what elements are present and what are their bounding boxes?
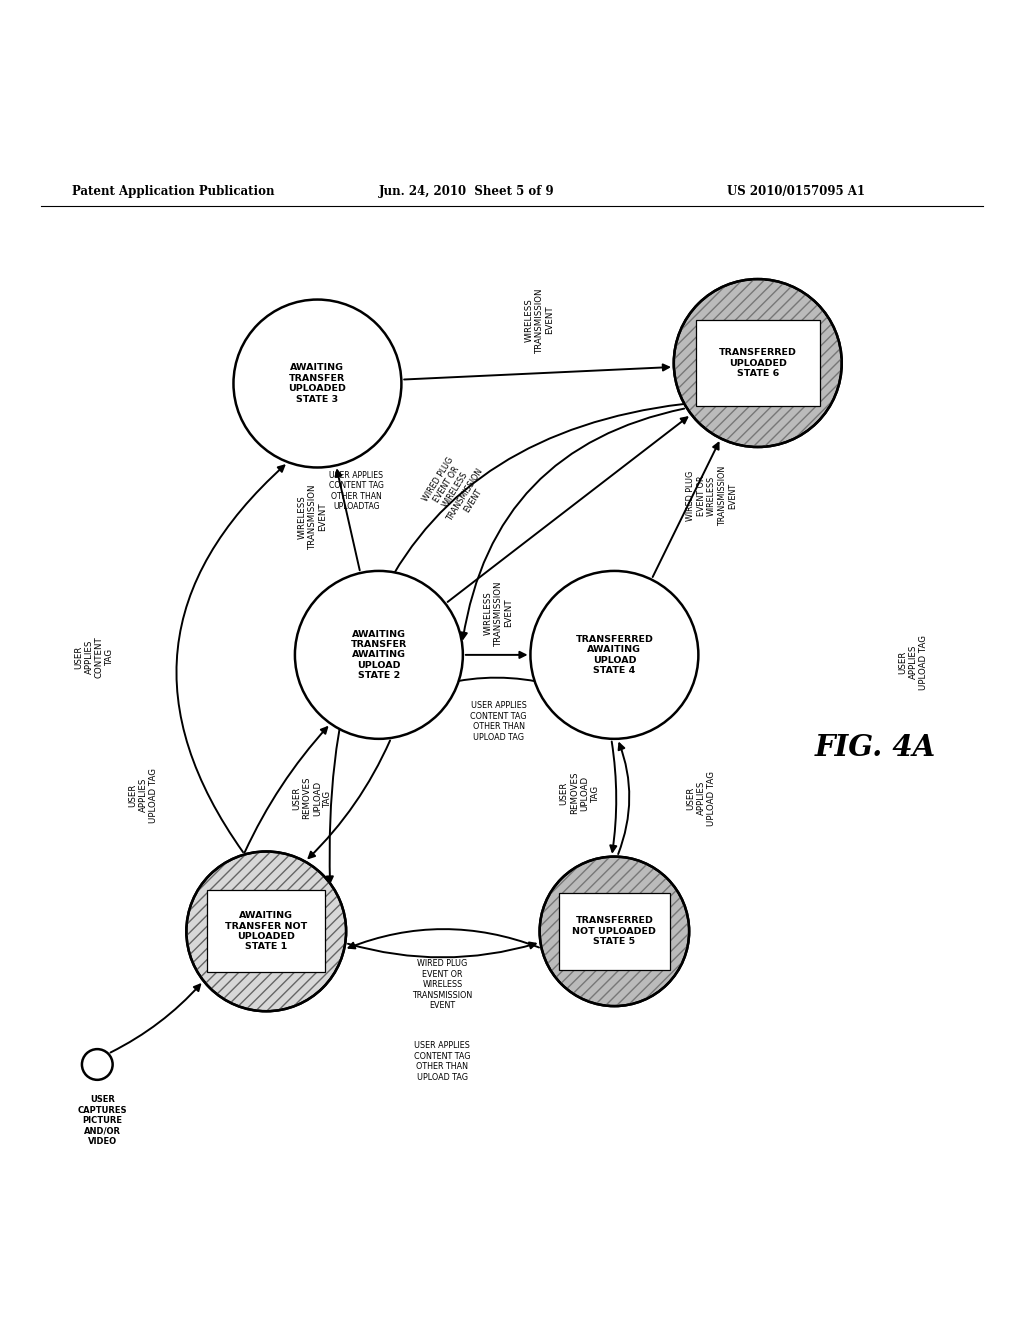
Text: FIG. 4A: FIG. 4A: [815, 733, 936, 762]
FancyBboxPatch shape: [207, 891, 326, 973]
Circle shape: [186, 851, 346, 1011]
Text: WIRELESS
TRANSMISSION
EVENT: WIRELESS TRANSMISSION EVENT: [297, 484, 328, 549]
Text: US 2010/0157095 A1: US 2010/0157095 A1: [727, 185, 865, 198]
Text: TRANSFERRED
AWAITING
UPLOAD
STATE 4: TRANSFERRED AWAITING UPLOAD STATE 4: [575, 635, 653, 675]
Text: WIRED PLUG
EVENT OR
WIRELESS
TRANSMISSION
EVENT: WIRED PLUG EVENT OR WIRELESS TRANSMISSIO…: [418, 451, 494, 529]
Text: USER
CAPTURES
PICTURE
AND/OR
VIDEO: USER CAPTURES PICTURE AND/OR VIDEO: [78, 1096, 127, 1146]
Text: WIRELESS
TRANSMISSION
EVENT: WIRELESS TRANSMISSION EVENT: [483, 581, 514, 645]
FancyBboxPatch shape: [559, 892, 670, 970]
Text: USER
APPLIES
UPLOAD TAG: USER APPLIES UPLOAD TAG: [686, 771, 717, 826]
Text: AWAITING
TRANSFER NOT
UPLOADED
STATE 1: AWAITING TRANSFER NOT UPLOADED STATE 1: [225, 911, 307, 952]
Circle shape: [233, 300, 401, 467]
Text: USER
APPLIES
UPLOAD TAG: USER APPLIES UPLOAD TAG: [128, 768, 159, 822]
Text: USER
APPLIES
UPLOAD TAG: USER APPLIES UPLOAD TAG: [898, 635, 929, 689]
Text: Jun. 24, 2010  Sheet 5 of 9: Jun. 24, 2010 Sheet 5 of 9: [379, 185, 555, 198]
Text: Patent Application Publication: Patent Application Publication: [72, 185, 274, 198]
Text: AWAITING
TRANSFER
UPLOADED
STATE 3: AWAITING TRANSFER UPLOADED STATE 3: [289, 363, 346, 404]
FancyBboxPatch shape: [696, 319, 819, 407]
Circle shape: [295, 572, 463, 739]
Text: USER
REMOVES
UPLOAD
TAG: USER REMOVES UPLOAD TAG: [559, 772, 600, 814]
Text: USER APPLIES
CONTENT TAG
OTHER THAN
UPLOAD TAG: USER APPLIES CONTENT TAG OTHER THAN UPLO…: [470, 701, 527, 742]
Circle shape: [530, 572, 698, 739]
Text: USER
APPLIES
CONTENT
TAG: USER APPLIES CONTENT TAG: [74, 636, 115, 677]
Text: WIRED PLUG
EVENT OR
WIRELESS
TRANSMISSION
EVENT: WIRED PLUG EVENT OR WIRELESS TRANSMISSIO…: [413, 960, 472, 1010]
Circle shape: [674, 279, 842, 447]
Text: TRANSFERRED
NOT UPLOADED
STATE 5: TRANSFERRED NOT UPLOADED STATE 5: [572, 916, 656, 946]
Text: USER
REMOVES
UPLOAD
TAG: USER REMOVES UPLOAD TAG: [292, 777, 333, 820]
Circle shape: [82, 1049, 113, 1080]
Text: WIRELESS
TRANSMISSION
EVENT: WIRELESS TRANSMISSION EVENT: [524, 288, 555, 352]
Text: USER APPLIES
CONTENT TAG
OTHER THAN
UPLOAD TAG: USER APPLIES CONTENT TAG OTHER THAN UPLO…: [414, 1041, 471, 1081]
Text: WIRED PLUG
EVENT OR
WIRELESS
TRANSMISSION
EVENT: WIRED PLUG EVENT OR WIRELESS TRANSMISSIO…: [686, 466, 737, 527]
Circle shape: [540, 857, 689, 1006]
Text: USER APPLIES
CONTENT TAG
OTHER THAN
UPLOADTAG: USER APPLIES CONTENT TAG OTHER THAN UPLO…: [329, 471, 384, 511]
Text: AWAITING
TRANSFER
AWAITING
UPLOAD
STATE 2: AWAITING TRANSFER AWAITING UPLOAD STATE …: [351, 630, 407, 680]
Text: TRANSFERRED
UPLOADED
STATE 6: TRANSFERRED UPLOADED STATE 6: [719, 348, 797, 378]
